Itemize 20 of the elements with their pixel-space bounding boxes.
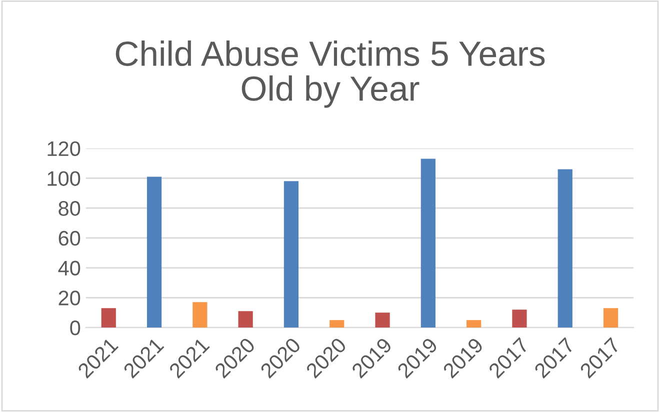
bar	[512, 310, 527, 328]
bar	[238, 311, 253, 328]
y-tick-label: 120	[48, 141, 80, 156]
y-tick-label: 60	[58, 230, 80, 246]
bar	[420, 158, 436, 328]
bar	[101, 308, 116, 328]
bar	[146, 176, 162, 328]
bar	[284, 181, 299, 328]
bar	[558, 169, 572, 328]
y-tick-label: 20	[58, 290, 80, 306]
y-tick-label: 0	[70, 320, 80, 336]
bar	[466, 320, 482, 328]
bar	[603, 308, 618, 328]
bar	[375, 312, 390, 328]
y-tick-label: 100	[48, 171, 80, 186]
y-tick-label: 40	[58, 260, 80, 276]
bar	[330, 320, 344, 328]
bar	[192, 302, 208, 328]
y-tick-label: 80	[58, 201, 80, 216]
chart-title: Child Abuse Victims 5 Years Old by Year	[116, 40, 545, 108]
